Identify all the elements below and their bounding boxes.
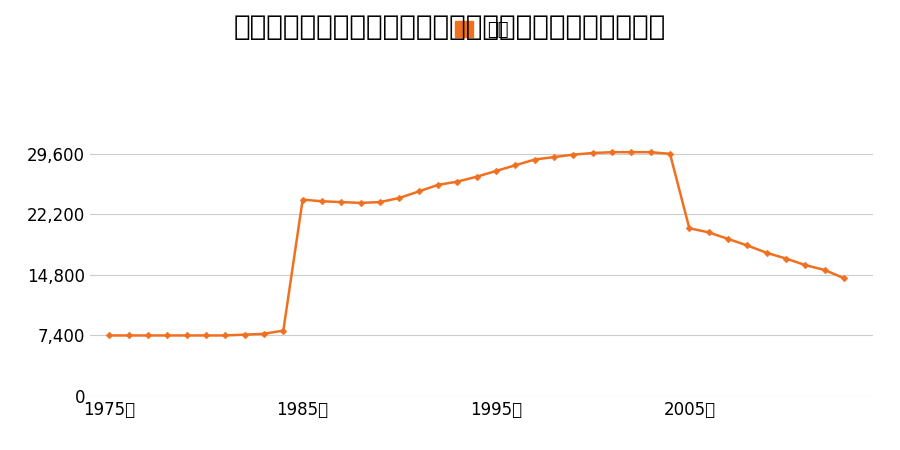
- Legend: 価格: 価格: [447, 14, 516, 46]
- Text: 青森県青森市大字高田字川瀬３９９番ほか１筆の地価推移: 青森県青森市大字高田字川瀬３９９番ほか１筆の地価推移: [234, 14, 666, 41]
